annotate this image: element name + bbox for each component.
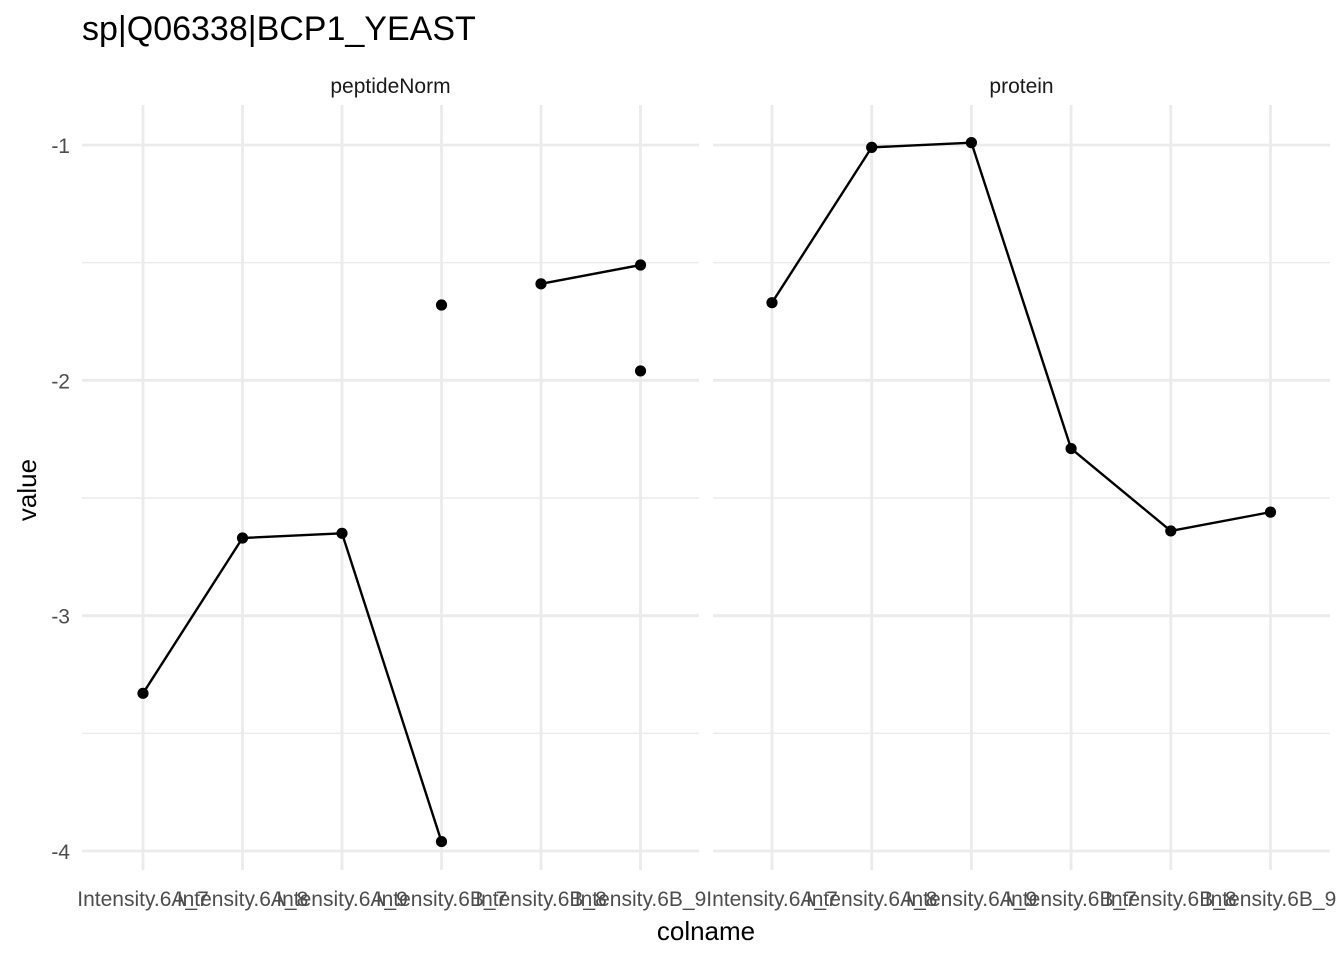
peptidenorm-data-point <box>435 299 448 311</box>
protein-facet-label: protein <box>989 75 1053 98</box>
protein-x-tick-label: Intensity.6A_9 <box>906 888 1038 911</box>
peptidenorm-data-point <box>336 527 348 539</box>
plot-layer: peptideNorm-4-3-2-1Intensity.6A_7Intensi… <box>51 75 1336 911</box>
protein-data-point <box>1264 506 1277 518</box>
y-tick-label: -4 <box>51 841 70 864</box>
peptidenorm-data-point <box>535 278 547 290</box>
peptidenorm-x-tick-label: Intensity.6B_8 <box>475 888 607 911</box>
peptidenorm-x-tick-label: Intensity.6A_7 <box>77 888 209 911</box>
peptidenorm-x-tick-label: Intensity.6B_9 <box>575 888 707 911</box>
peptidenorm-data-point <box>435 835 448 848</box>
y-tick-label: -3 <box>51 606 70 629</box>
y-axis-label: value <box>12 459 42 521</box>
protein-series-line <box>770 141 1271 533</box>
peptidenorm-x-tick-label: Intensity.6A_8 <box>177 888 309 911</box>
peptidenorm-series-line <box>540 263 641 286</box>
protein-x-tick-label: Intensity.6A_7 <box>706 888 838 911</box>
peptidenorm-data-point <box>236 532 249 544</box>
peptidenorm-x-tick-label: Intensity.6A_9 <box>276 888 408 911</box>
peptidenorm-facet-label: peptideNorm <box>330 75 450 98</box>
peptidenorm-data-point <box>137 687 149 699</box>
protein-data-point <box>866 141 878 153</box>
chart-title: sp|Q06338|BCP1_YEAST <box>82 10 476 48</box>
protein-x-tick-label: Intensity.6A_8 <box>806 888 938 911</box>
peptidenorm-x-tick-label: Intensity.6B_7 <box>376 888 508 911</box>
protein-data-point <box>766 297 778 309</box>
protein-x-tick-label: Intensity.6B_7 <box>1005 888 1137 911</box>
protein-x-tick-label: Intensity.6B_8 <box>1105 888 1237 911</box>
protein-data-point <box>1165 525 1177 537</box>
y-tick-label: -1 <box>51 135 70 158</box>
protein-data-point <box>1065 442 1077 455</box>
peptidenorm-series-line <box>141 532 443 842</box>
x-axis-label: colname <box>657 916 755 946</box>
peptidenorm-data-point <box>634 365 647 377</box>
y-tick-label: -2 <box>51 370 70 393</box>
protein-x-tick-label: Intensity.6B_9 <box>1205 888 1337 911</box>
peptidenorm-data-point <box>634 259 647 271</box>
protein-data-point <box>965 137 978 149</box>
